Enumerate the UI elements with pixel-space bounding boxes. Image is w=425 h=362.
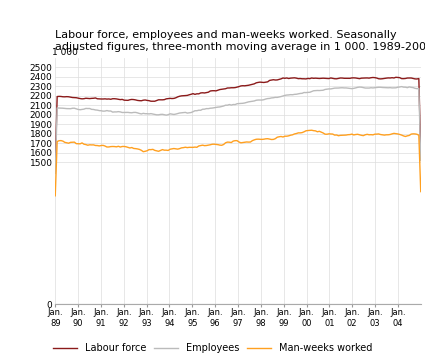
Labour force [204,90,209,95]
Employees [53,171,58,176]
Man-weeks worked [309,128,314,132]
Man-weeks worked [97,144,102,148]
Labour force [261,80,266,85]
Labour force [393,75,398,80]
Employees [282,93,287,98]
Labour force [418,151,423,156]
Man-weeks worked [418,189,423,194]
Employees [97,109,102,113]
Employees [261,97,266,102]
Employees [236,101,241,106]
Employees [200,107,205,111]
Text: 1 000: 1 000 [51,48,77,57]
Labour force [236,84,241,89]
Man-weeks worked [282,134,287,138]
Line: Man-weeks worked: Man-weeks worked [55,130,421,196]
Employees [399,84,404,89]
Legend: Labour force, Employees, Man-weeks worked: Labour force, Employees, Man-weeks worke… [48,339,377,357]
Labour force [282,76,287,80]
Line: Employees: Employees [55,87,421,173]
Man-weeks worked [53,194,58,198]
Man-weeks worked [200,143,205,147]
Man-weeks worked [261,137,266,142]
Employees [204,106,209,111]
Line: Labour force: Labour force [55,77,421,166]
Labour force [53,164,58,168]
Labour force [200,90,205,95]
Text: Labour force, employees and man-weeks worked. Seasonally
adjusted figures, three: Labour force, employees and man-weeks wo… [55,30,425,52]
Man-weeks worked [204,143,209,148]
Labour force [97,97,102,101]
Man-weeks worked [236,140,241,144]
Employees [418,158,423,163]
